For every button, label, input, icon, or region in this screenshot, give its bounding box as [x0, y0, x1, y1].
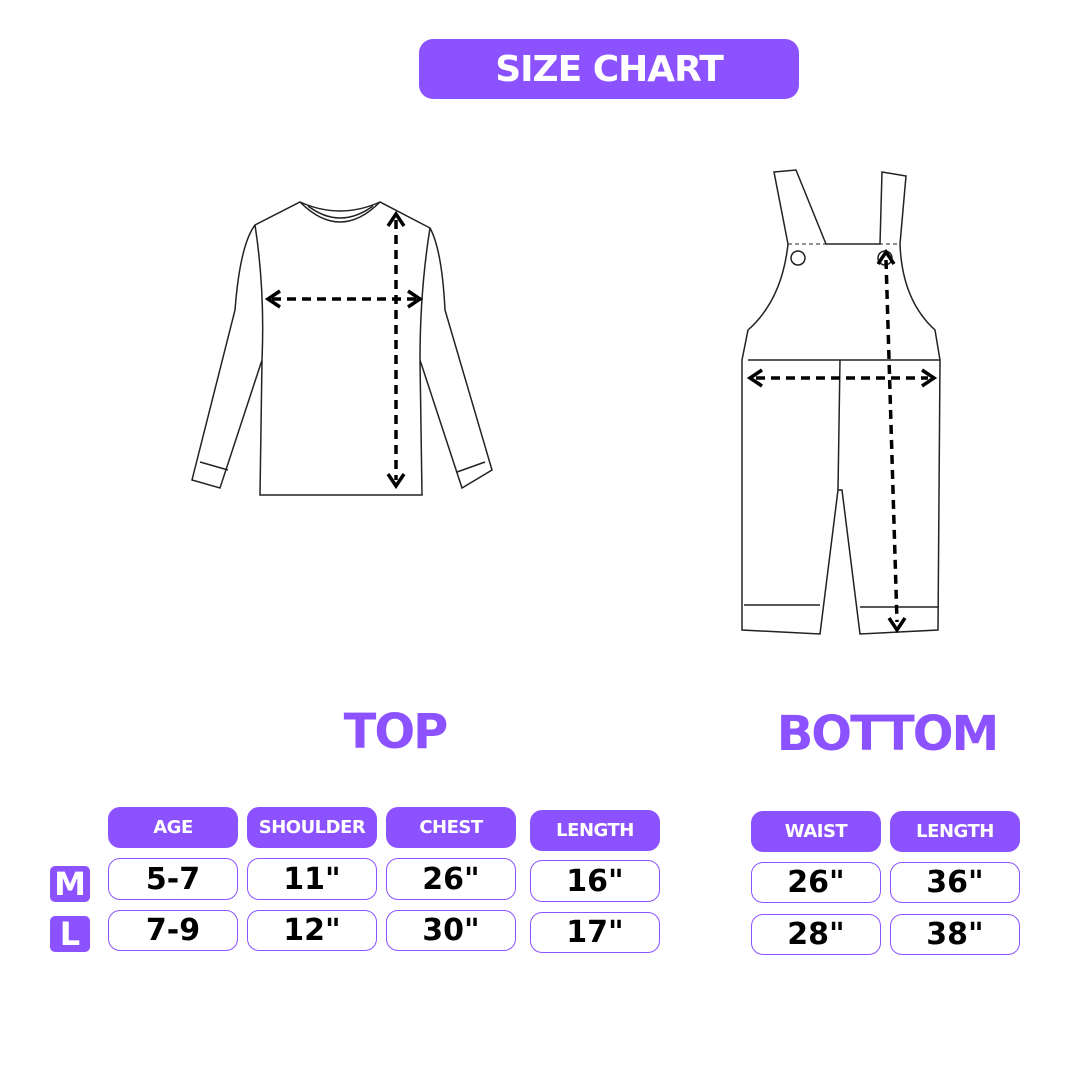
- cell-m-chest: 26": [386, 858, 516, 900]
- cell-m-shoulder: 11": [247, 858, 377, 900]
- cell-m-length: 36": [890, 862, 1020, 903]
- header-chest: CHEST: [386, 807, 516, 848]
- header-length: LENGTH: [530, 810, 660, 851]
- cell-m-waist: 26": [751, 862, 881, 903]
- cell-l-length: 38": [890, 914, 1020, 955]
- title-banner: SIZE CHART: [419, 39, 799, 99]
- header-shoulder: SHOULDER: [247, 807, 377, 848]
- size-badge-l: L: [50, 915, 90, 953]
- cell-l-length: 17": [530, 912, 660, 953]
- top-section-label: TOP: [343, 704, 449, 760]
- overalls-illustration: [741, 169, 941, 635]
- size-badge-m: M: [50, 865, 90, 903]
- cell-l-age: 7-9: [108, 910, 238, 951]
- header-length: LENGTH: [890, 811, 1020, 852]
- cell-m-length: 16": [530, 860, 660, 902]
- cell-l-waist: 28": [751, 914, 881, 955]
- bottom-section-label: BOTTOM: [776, 706, 1000, 762]
- header-waist: WAIST: [751, 811, 881, 852]
- cell-l-shoulder: 12": [247, 910, 377, 951]
- header-age: AGE: [108, 807, 238, 848]
- shirt-illustration: [191, 201, 493, 496]
- cell-m-age: 5-7: [108, 858, 238, 900]
- cell-l-chest: 30": [386, 910, 516, 951]
